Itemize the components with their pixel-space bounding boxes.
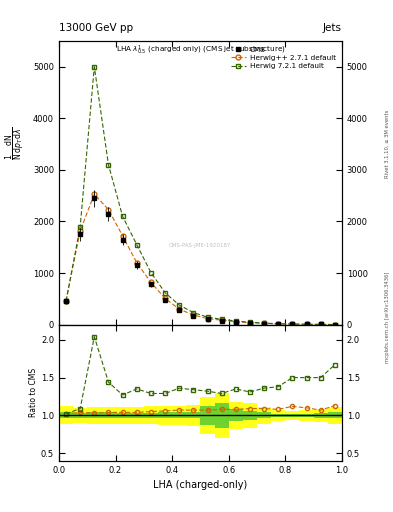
Legend: CMS, Herwig++ 2.7.1 default, Herwig 7.2.1 default: CMS, Herwig++ 2.7.1 default, Herwig 7.2.… — [228, 45, 338, 71]
Text: $\frac{1}{\mathrm{N}}\frac{\mathrm{d}\mathrm{N}}{\mathrm{d}p_T\,\mathrm{d}\lambd: $\frac{1}{\mathrm{N}}\frac{\mathrm{d}\ma… — [4, 126, 28, 160]
Text: Rivet 3.1.10, ≥ 3M events: Rivet 3.1.10, ≥ 3M events — [385, 109, 389, 178]
Y-axis label: Ratio to CMS: Ratio to CMS — [29, 368, 38, 417]
Text: 13000 GeV pp: 13000 GeV pp — [59, 23, 133, 33]
Text: Jets: Jets — [323, 23, 342, 33]
Text: mcplots.cern.ch [arXiv:1306.3436]: mcplots.cern.ch [arXiv:1306.3436] — [385, 272, 389, 363]
Text: LHA $\lambda^{1}_{0.5}$ (charged only) (CMS jet substructure): LHA $\lambda^{1}_{0.5}$ (charged only) (… — [116, 44, 285, 57]
Text: CMS-PAS-JME-1920187: CMS-PAS-JME-1920187 — [169, 243, 231, 248]
X-axis label: LHA (charged-only): LHA (charged-only) — [153, 480, 248, 490]
